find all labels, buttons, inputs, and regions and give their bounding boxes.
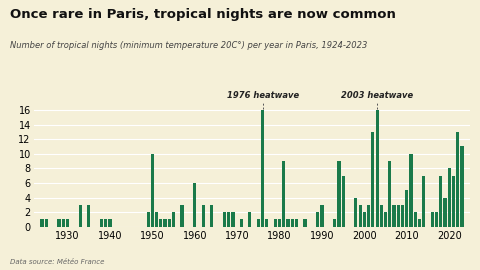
Bar <box>278 220 281 227</box>
Bar <box>388 161 391 227</box>
Bar <box>363 212 366 227</box>
Bar <box>45 220 48 227</box>
Bar <box>257 220 260 227</box>
Bar <box>291 220 294 227</box>
Bar <box>414 212 417 227</box>
Bar <box>439 176 442 227</box>
Text: 1976 heatwave: 1976 heatwave <box>227 92 299 100</box>
Bar <box>40 220 44 227</box>
Bar <box>104 220 108 227</box>
Bar <box>401 205 404 227</box>
Bar <box>151 154 154 227</box>
Bar <box>316 212 319 227</box>
Bar <box>282 161 286 227</box>
Bar <box>320 205 324 227</box>
Bar <box>405 190 408 227</box>
Text: Data source: Météo France: Data source: Météo France <box>10 259 104 265</box>
Bar <box>261 110 264 227</box>
Bar <box>431 212 434 227</box>
Bar <box>418 220 421 227</box>
Bar <box>155 212 158 227</box>
Bar <box>422 176 425 227</box>
Bar <box>396 205 400 227</box>
Bar <box>202 205 205 227</box>
Text: 2003 heatwave: 2003 heatwave <box>341 92 413 100</box>
Bar <box>393 205 396 227</box>
Bar <box>240 220 243 227</box>
Bar <box>146 212 150 227</box>
Bar <box>227 212 230 227</box>
Bar <box>456 132 459 227</box>
Bar <box>159 220 162 227</box>
Text: Number of tropical nights (minimum temperature 20C°) per year in Paris, 1924-202: Number of tropical nights (minimum tempe… <box>10 40 367 49</box>
Bar <box>265 220 268 227</box>
Bar <box>210 205 213 227</box>
Bar <box>359 205 362 227</box>
Bar <box>180 205 184 227</box>
Bar <box>223 212 226 227</box>
Bar <box>460 146 464 227</box>
Bar <box>58 220 60 227</box>
Bar <box>193 183 196 227</box>
Bar <box>384 212 387 227</box>
Bar <box>164 220 167 227</box>
Bar <box>380 205 383 227</box>
Bar <box>231 212 235 227</box>
Bar <box>375 110 379 227</box>
Bar <box>367 205 370 227</box>
Bar <box>452 176 455 227</box>
Bar <box>342 176 345 227</box>
Bar <box>62 220 65 227</box>
Bar <box>274 220 277 227</box>
Bar <box>168 220 171 227</box>
Bar <box>87 205 90 227</box>
Bar <box>172 212 175 227</box>
Bar <box>409 154 413 227</box>
Bar <box>444 198 446 227</box>
Bar <box>100 220 103 227</box>
Bar <box>248 212 252 227</box>
Bar <box>287 220 289 227</box>
Bar <box>79 205 82 227</box>
Bar <box>66 220 69 227</box>
Bar <box>303 220 307 227</box>
Bar <box>333 220 336 227</box>
Bar <box>354 198 358 227</box>
Bar <box>295 220 298 227</box>
Bar <box>371 132 374 227</box>
Text: Once rare in Paris, tropical nights are now common: Once rare in Paris, tropical nights are … <box>10 8 396 21</box>
Bar <box>435 212 438 227</box>
Bar <box>337 161 340 227</box>
Bar <box>108 220 111 227</box>
Bar <box>448 168 451 227</box>
